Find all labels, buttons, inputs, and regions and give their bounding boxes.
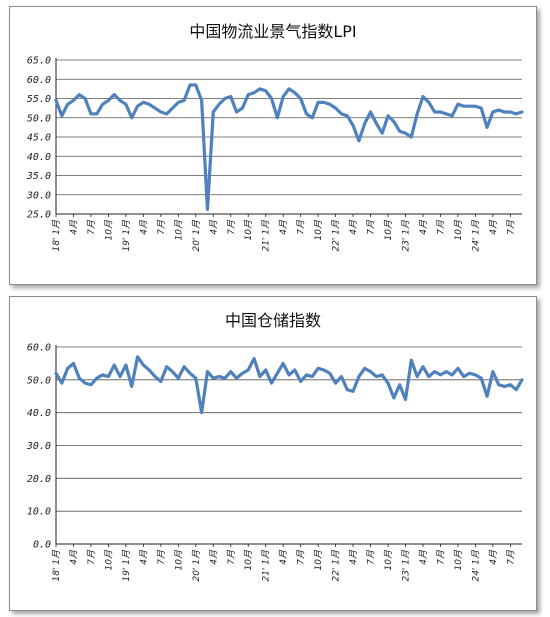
storage-y-tick-label: 50.0: [27, 375, 51, 386]
storage-x-tick-label: 4月: [278, 549, 289, 565]
lpi-x-tick-label: 4月: [68, 219, 79, 235]
storage-x-tick-label: 18' 1月: [51, 549, 62, 582]
storage-x-tick-label: 7月: [435, 549, 446, 565]
lpi-x-tick-label: 4月: [138, 219, 149, 235]
lpi-y-tick-label: 65.0: [27, 56, 51, 67]
lpi-x-tick-label: 10月: [103, 219, 114, 240]
storage-x-tick-label: 21' 1月: [261, 549, 272, 582]
lpi-x-tick-label: 4月: [348, 219, 359, 235]
storage-x-tick-label: 4月: [208, 549, 219, 565]
lpi-x-tick-label: 7月: [296, 219, 307, 235]
storage-y-tick-label: 20.0: [27, 474, 51, 485]
lpi-y-tick-label: 60.0: [27, 75, 51, 86]
lpi-x-tick-label: 24' 1月: [470, 219, 481, 252]
storage-x-tick-label: 7月: [366, 549, 377, 565]
lpi-x-tick-label: 10月: [173, 219, 184, 240]
lpi-x-tick-label: 7月: [366, 219, 377, 235]
lpi-y-tick-label: 45.0: [27, 133, 51, 144]
lpi-x-tick-label: 7月: [156, 219, 167, 235]
lpi-x-tick-label: 10月: [243, 219, 254, 240]
lpi-x-tick-label: 23' 1月: [401, 219, 412, 252]
storage-x-tick-label: 10月: [383, 549, 394, 570]
storage-x-tick-label: 22' 1月: [331, 549, 342, 582]
lpi-x-tick-label: 10月: [313, 219, 324, 240]
storage-x-tick-label: 4月: [348, 549, 359, 565]
lpi-y-tick-label: 35.0: [26, 171, 51, 182]
storage-x-tick-label: 24' 1月: [470, 549, 481, 582]
storage-chart-title: 中国仓储指数: [225, 311, 321, 330]
storage-x-tick-label: 4月: [418, 549, 429, 565]
storage-x-tick-label: 10月: [453, 549, 464, 570]
lpi-chart: 中国物流业景气指数LPI 25.0 30.0 35.0 40.0 45.0 50.0 55.…: [26, 22, 524, 252]
lpi-y-tick-label: 25.0: [27, 210, 51, 221]
lpi-x-tick-label: 7月: [435, 219, 446, 235]
storage-x-tick-label: 7月: [505, 549, 516, 565]
lpi-series-line: [54, 83, 524, 211]
storage-x-tick-label: 19' 1月: [121, 549, 132, 582]
storage-x-tick-label: 10月: [103, 549, 114, 570]
lpi-x-tick-label: 4月: [278, 219, 289, 235]
storage-y-tick-label: 40.0: [27, 408, 51, 419]
storage-x-tick-label: 7月: [296, 549, 307, 565]
storage-x-tick-label: 20' 1月: [191, 549, 202, 582]
lpi-x-tick-label: 7月: [226, 219, 237, 235]
storage-x-tick-label: 4月: [138, 549, 149, 565]
lpi-x-tick-label: 10月: [453, 219, 464, 240]
lpi-x-tick-label: 7月: [86, 219, 97, 235]
lpi-x-tick-label: 4月: [488, 219, 499, 235]
storage-y-tick-label: 0.0: [33, 540, 51, 551]
storage-x-tick-label: 10月: [313, 549, 324, 570]
storage-x-tick-label: 7月: [156, 549, 167, 565]
lpi-x-tick-label: 19' 1月: [121, 219, 132, 252]
lpi-x-tick-label: 7月: [505, 219, 516, 235]
storage-x-tick-label: 4月: [488, 549, 499, 565]
storage-x-tick-label: 10月: [173, 549, 184, 570]
lpi-x-tick-label: 10月: [383, 219, 394, 240]
storage-y-tick-label: 30.0: [26, 441, 51, 452]
lpi-x-tick-label: 20' 1月: [191, 219, 202, 252]
storage-x-tick-label: 7月: [226, 549, 237, 565]
storage-x-tick-label: 7月: [86, 549, 97, 565]
lpi-x-tick-label: 22' 1月: [331, 219, 342, 252]
lpi-chart-title: 中国物流业景气指数LPI: [189, 22, 356, 41]
storage-y-tick-label: 60.0: [27, 343, 51, 354]
lpi-y-tick-label: 55.0: [27, 94, 51, 105]
lpi-x-tick-label: 18' 1月: [51, 219, 62, 252]
storage-chart-panel: 中国仓储指数 0.0 10.0 20.0 30.0 40.0 50.0 60.0 18' 1月…: [9, 296, 537, 611]
storage-series-line: [54, 355, 524, 415]
lpi-x-tick-label: 4月: [208, 219, 219, 235]
storage-x-tick-label: 4月: [68, 549, 79, 565]
lpi-chart-panel: 中国物流业景气指数LPI 25.0 30.0 35.0 40.0 45.0 50.0 55.…: [9, 6, 537, 285]
lpi-x-tick-label: 4月: [418, 219, 429, 235]
storage-chart: 中国仓储指数 0.0 10.0 20.0 30.0 40.0 50.0 60.0 18' 1月…: [26, 311, 524, 582]
storage-x-tick-label: 10月: [243, 549, 254, 570]
storage-x-tick-label: 23' 1月: [401, 549, 412, 582]
lpi-y-tick-label: 30.0: [26, 190, 51, 201]
lpi-x-tick-label: 21' 1月: [261, 219, 272, 252]
lpi-y-tick-label: 50.0: [27, 113, 51, 124]
storage-y-tick-label: 10.0: [27, 507, 51, 518]
lpi-y-tick-label: 40.0: [27, 152, 51, 163]
